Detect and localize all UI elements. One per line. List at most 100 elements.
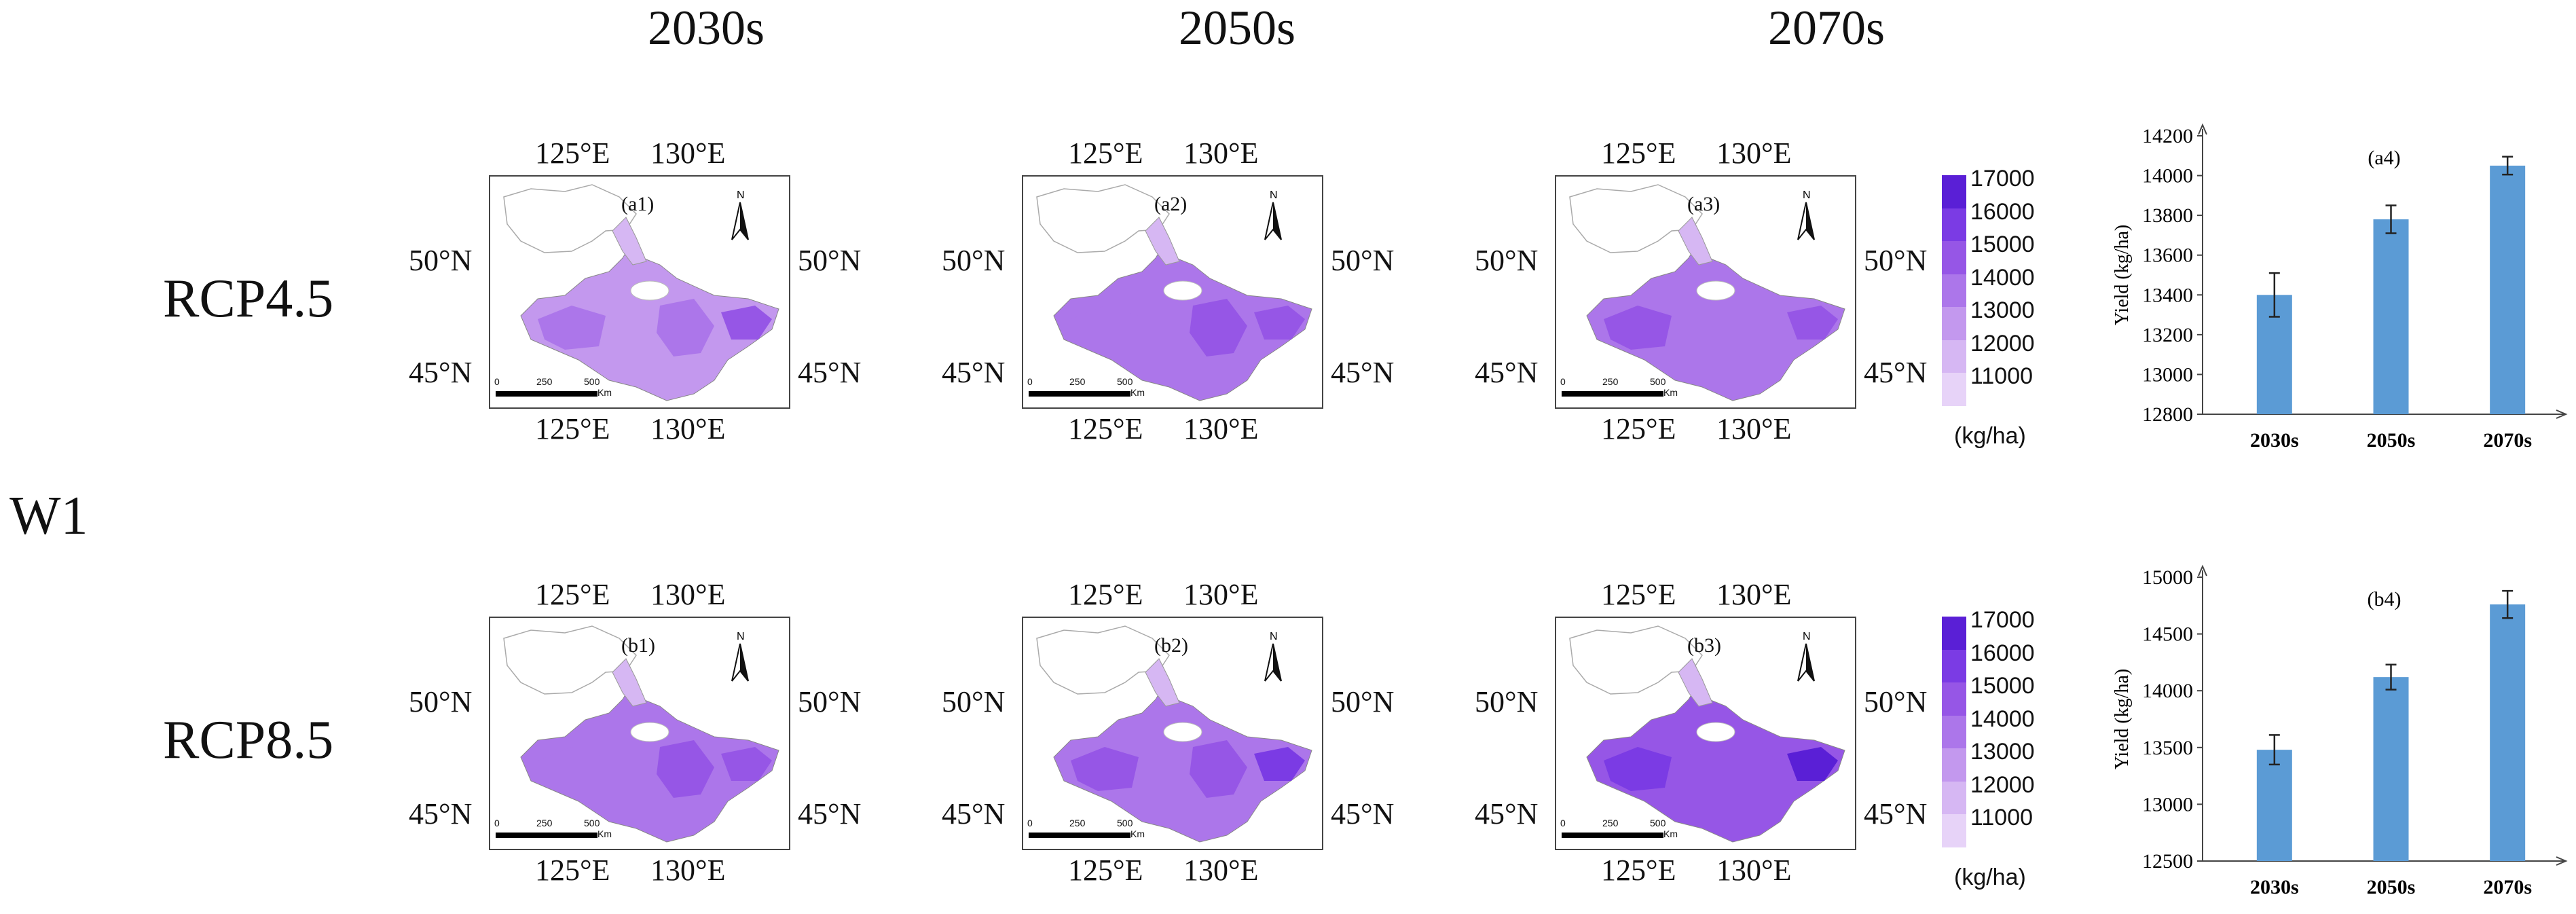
scale-tick-0: 0	[1027, 376, 1033, 387]
legend-swatch	[1942, 340, 1966, 373]
lat-label-left-50: 50°N	[409, 685, 473, 718]
lat-label-right-50: 50°N	[1864, 244, 1928, 277]
x-tick-label: 2050s	[2367, 429, 2416, 452]
lat-label-right-45: 45°N	[1864, 356, 1928, 389]
lon-label-top-130: 130°E	[1716, 136, 1792, 170]
lat-label-left-45: 45°N	[942, 797, 1006, 830]
y-tick-label: 13800	[2142, 204, 2193, 227]
panel-tag: (a2)	[1154, 193, 1188, 215]
x-axis-arrow	[2556, 409, 2568, 419]
y-axis-arrow	[2198, 123, 2207, 135]
legend-label-12000: 12000	[1970, 771, 2035, 798]
lat-label-right-45: 45°N	[798, 797, 862, 830]
scale-bar	[1029, 833, 1130, 838]
scale-tick-250: 250	[536, 376, 553, 387]
scale-tick-500: 500	[1117, 818, 1133, 828]
subregion-west	[1604, 306, 1672, 350]
subregion-east	[1254, 747, 1305, 781]
x-tick-label: 2030s	[2250, 429, 2299, 452]
legend-swatch	[1942, 715, 1966, 749]
scale-unit: Km	[1130, 828, 1145, 839]
scale-tick-250: 250	[1602, 376, 1619, 387]
scale-tick-250: 250	[1602, 818, 1619, 828]
scale-tick-500: 500	[1650, 818, 1666, 828]
y-tick-label: 14200	[2142, 125, 2193, 147]
lon-label-bottom-130: 130°E	[1183, 854, 1259, 887]
legend-label-16000: 16000	[1970, 198, 2035, 225]
scale-unit: Km	[1663, 828, 1678, 839]
legend-colorbar	[1942, 617, 1966, 847]
lon-label-bottom-125: 125°E	[1068, 412, 1143, 445]
legend-swatch	[1942, 814, 1966, 847]
group-label: W1	[10, 486, 88, 546]
lat-label-right-45: 45°N	[1331, 797, 1395, 830]
subregion-center	[1190, 740, 1247, 798]
legend-label-13000: 13000	[1970, 739, 2035, 765]
subregion-west	[1604, 747, 1672, 791]
boundary-outline	[1036, 625, 1170, 695]
lon-label-top-125: 125°E	[1601, 136, 1676, 170]
north-strip	[1678, 658, 1713, 707]
legend-label-11000: 11000	[1970, 363, 2034, 390]
y-tick-label: 12500	[2142, 850, 2193, 873]
chart-tag: (b4)	[2368, 588, 2402, 610]
subregion-west	[1071, 747, 1139, 791]
lat-label-left-50: 50°N	[942, 244, 1006, 277]
lon-label-bottom-130: 130°E	[1716, 854, 1792, 887]
study-region	[1053, 682, 1312, 843]
panel-tag: (b1)	[621, 634, 655, 657]
lon-label-top-130: 130°E	[1183, 578, 1259, 611]
study-region	[1586, 240, 1845, 401]
svg-text:N: N	[1803, 631, 1811, 642]
north-arrow-icon: N	[1796, 630, 1816, 684]
legend-label-13000: 13000	[1970, 297, 2035, 324]
svg-text:N: N	[737, 631, 745, 642]
y-tick-label: 13200	[2142, 324, 2193, 346]
bar-2070s	[2490, 165, 2526, 414]
column-header-2050s: 2050s	[1178, 1, 1296, 55]
bar-chart-a4: 12800 13000 13200 13400 13600 13800 14000 14200…	[2112, 123, 2568, 452]
legend-swatch	[1942, 748, 1966, 782]
study-region	[1586, 682, 1845, 843]
lake	[630, 280, 669, 301]
scale-tick-250: 250	[1069, 376, 1086, 387]
legend-label-14000: 14000	[1970, 706, 2035, 732]
y-tick-label: 12800	[2142, 403, 2193, 426]
north-arrow-icon: N	[1263, 189, 1283, 243]
lat-label-right-50: 50°N	[798, 244, 862, 277]
row-header-rcp85: RCP8.5	[163, 710, 334, 770]
y-tick-label: 15000	[2142, 566, 2193, 589]
column-header-2070s: 2070s	[1767, 1, 1885, 55]
legend-swatch	[1942, 617, 1966, 650]
lat-label-left-45: 45°N	[1475, 356, 1539, 389]
y-tick-label: 13500	[2142, 737, 2193, 759]
lon-label-top-130: 130°E	[1183, 136, 1259, 170]
lat-label-left-45: 45°N	[942, 356, 1006, 389]
north-strip	[1678, 217, 1713, 266]
north-arrow-icon: N	[1796, 189, 1816, 243]
lake	[1696, 280, 1735, 301]
column-header-2030s: 2030s	[647, 1, 765, 55]
panel-tag: (a3)	[1687, 193, 1721, 215]
lat-label-right-50: 50°N	[798, 685, 862, 718]
legend-colorbar	[1942, 175, 1966, 406]
boundary-outline	[503, 625, 637, 695]
y-tick-label: 14000	[2142, 680, 2193, 702]
lon-label-bottom-125: 125°E	[535, 854, 610, 887]
y-axis-label: Yield (kg/ha)	[2112, 225, 2133, 326]
lat-label-left-50: 50°N	[942, 685, 1006, 718]
lat-label-left-50: 50°N	[1475, 244, 1539, 277]
panel-tag: (b2)	[1154, 634, 1188, 657]
legend-swatch	[1942, 208, 1966, 242]
subregion-west	[538, 747, 606, 791]
lon-label-bottom-125: 125°E	[1068, 854, 1143, 887]
lake	[630, 722, 669, 742]
scale-unit: Km	[597, 387, 612, 398]
scale-bar	[1029, 391, 1130, 397]
legend-label-17000: 17000	[1970, 166, 2035, 191]
scale-tick-500: 500	[1117, 376, 1133, 387]
legend-swatch	[1942, 781, 1966, 815]
lon-label-top-125: 125°E	[1068, 136, 1143, 170]
chart-tag: (a4)	[2368, 147, 2400, 169]
y-tick-label: 13400	[2142, 284, 2193, 306]
